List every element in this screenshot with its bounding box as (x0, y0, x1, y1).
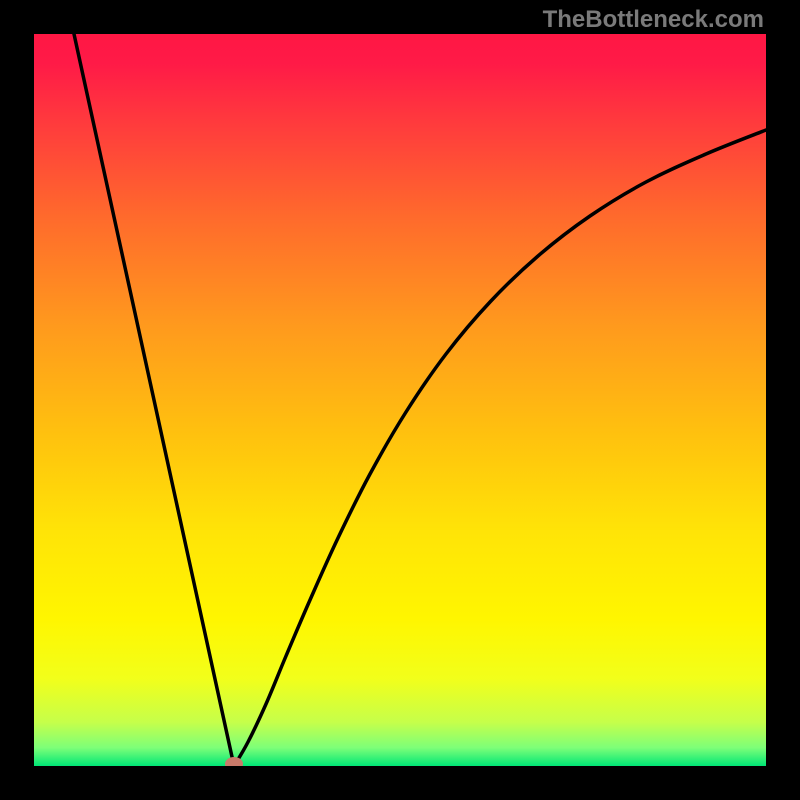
bottleneck-curve (34, 34, 766, 766)
chart-frame: TheBottleneck.com (0, 0, 800, 800)
watermark-text: TheBottleneck.com (543, 6, 764, 34)
curve-path (74, 34, 766, 766)
plot-area (34, 34, 766, 766)
